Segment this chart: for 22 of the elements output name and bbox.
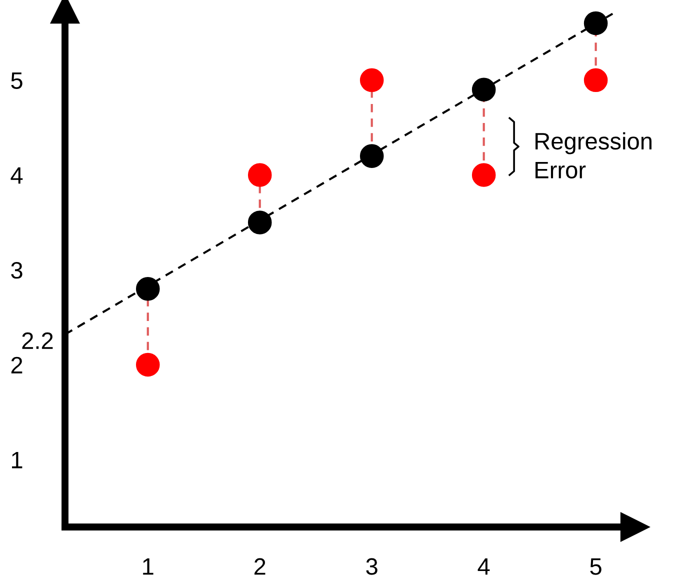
point xyxy=(472,78,496,102)
point xyxy=(584,68,608,92)
point xyxy=(584,11,608,36)
point xyxy=(136,276,160,301)
y-tick-label: 5 xyxy=(11,72,22,89)
x-tick-label: 5 xyxy=(590,558,602,575)
y-tick-label: 1 xyxy=(12,452,22,468)
y-tick-label: 2 xyxy=(11,356,22,374)
point xyxy=(248,163,272,187)
x-tick-label: 1 xyxy=(143,558,154,575)
text: 2.2 xyxy=(22,332,53,349)
x-tick-label: 3 xyxy=(366,558,378,575)
point xyxy=(360,144,384,168)
point xyxy=(248,210,272,234)
y-tick-label: 4 xyxy=(10,167,23,184)
point xyxy=(136,352,160,377)
x-tick-label: 2 xyxy=(254,558,266,575)
point xyxy=(360,68,384,92)
point xyxy=(472,163,496,187)
annotation: Regression Error xyxy=(536,132,652,178)
x-tick-label: 4 xyxy=(478,558,490,575)
y-tick-label: 3 xyxy=(11,262,22,279)
